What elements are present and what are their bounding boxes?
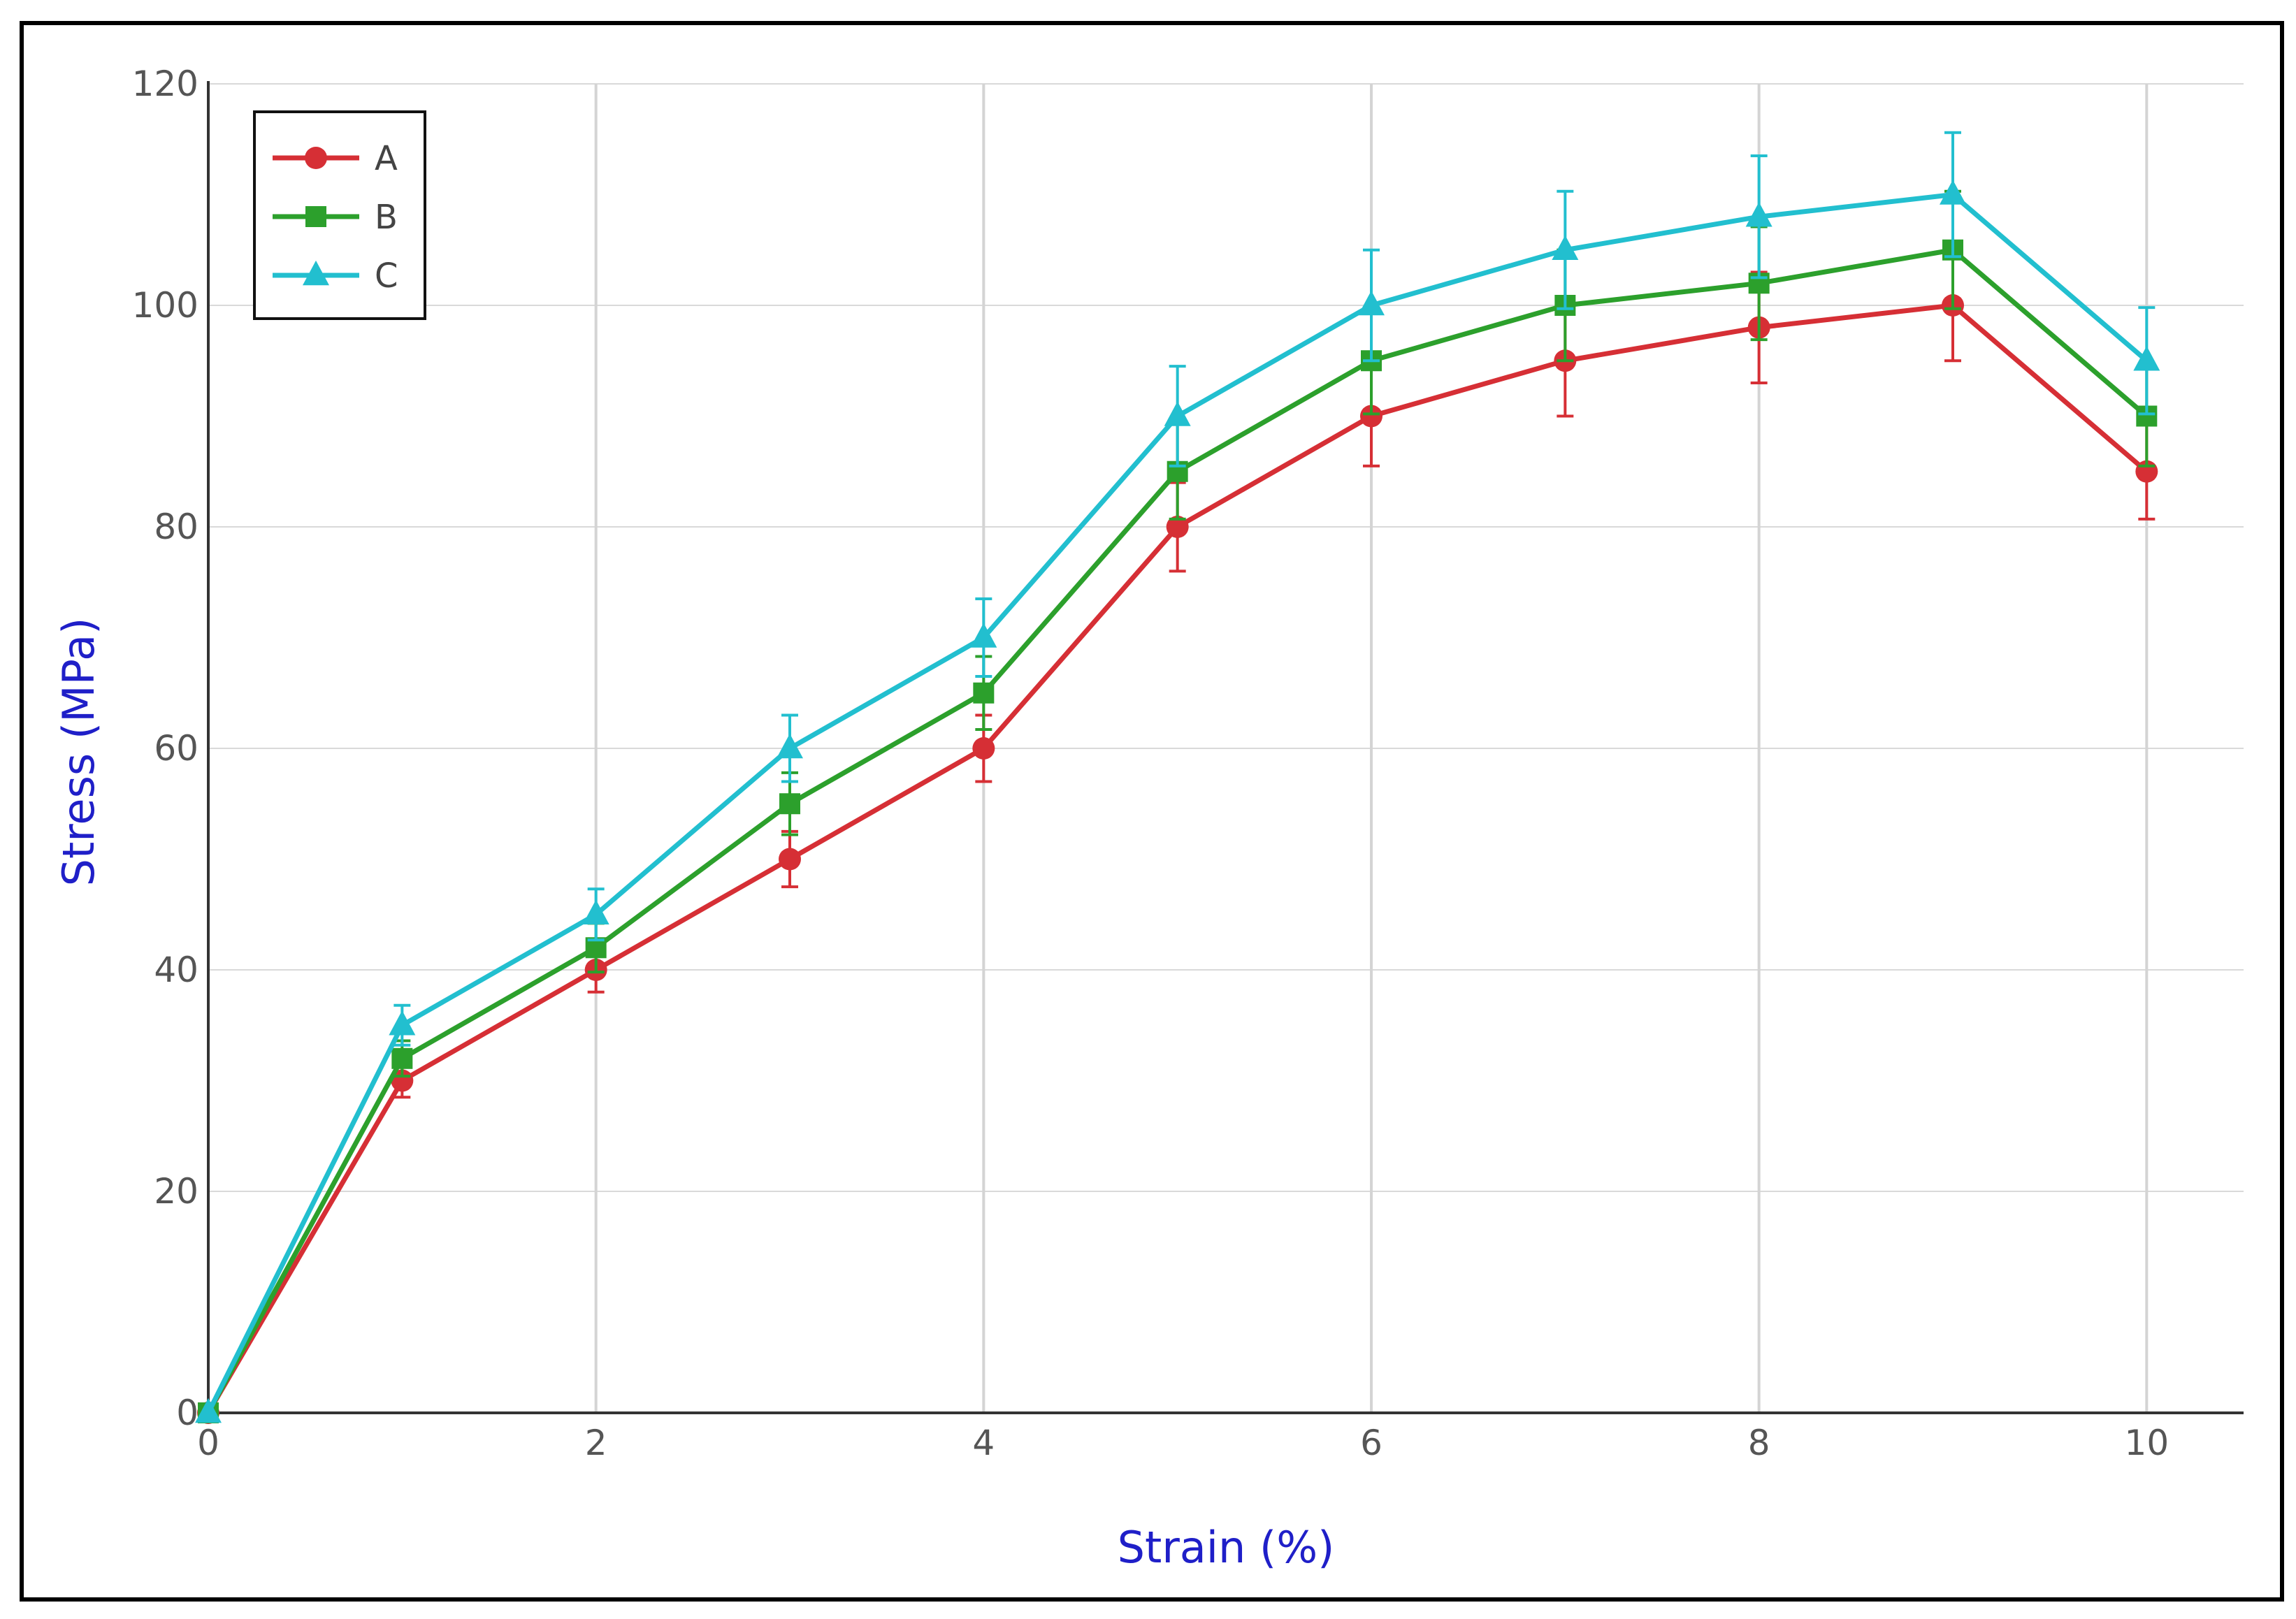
y-tick-label: 40 — [154, 950, 198, 990]
error-bars-C — [394, 131, 2156, 1047]
data-point — [970, 623, 997, 648]
legend-marker — [305, 206, 326, 227]
x-tick-label: 10 — [2125, 1423, 2169, 1463]
data-point — [1166, 516, 1189, 538]
data-point — [582, 899, 609, 925]
data-point — [972, 737, 995, 760]
data-point — [1164, 401, 1191, 426]
y-tick-label: 100 — [132, 285, 198, 326]
legend-item-A: A — [273, 139, 398, 178]
data-point — [389, 1010, 416, 1036]
data-point — [1360, 405, 1382, 428]
data-point — [1745, 202, 1772, 227]
legend-item-C: C — [273, 256, 398, 296]
y-axis-title: Stress (MPa) — [53, 618, 104, 887]
legend-marker — [303, 260, 329, 286]
data-point — [1940, 180, 1966, 205]
series-C — [195, 131, 2160, 1423]
grid — [208, 83, 2244, 1413]
legend: ABC — [253, 110, 426, 320]
data-point — [779, 793, 800, 815]
axes: 0 20 40 60 80 100 120 0 2 4 6 8 10 — [132, 64, 2244, 1463]
y-tick-label: 80 — [154, 507, 198, 547]
x-axis-title: Strain (%) — [1118, 1522, 1335, 1573]
y-tick-label: 120 — [132, 64, 198, 104]
legend-marker — [305, 147, 327, 169]
x-tick-label: 0 — [197, 1423, 219, 1463]
x-tick-label: 6 — [1360, 1423, 1382, 1463]
data-point — [1358, 290, 1385, 316]
series-layer — [195, 131, 2160, 1424]
y-tick-label: 0 — [176, 1393, 198, 1433]
line-chart: 0 20 40 60 80 100 120 0 2 4 6 8 10 ABC Strain (%) St… — [53, 64, 2244, 1573]
legend-label: B — [375, 198, 398, 237]
x-tick-label: 8 — [1748, 1423, 1770, 1463]
data-point — [777, 733, 803, 759]
legend-item-B: B — [273, 198, 398, 237]
data-point — [779, 848, 801, 871]
legend-label: A — [375, 139, 398, 178]
y-tick-label: 60 — [154, 728, 198, 769]
error-bars-B — [394, 189, 2156, 1078]
y-tick-label: 20 — [154, 1171, 198, 1212]
markers-C — [195, 180, 2160, 1423]
data-point — [1552, 235, 1579, 261]
x-tick-label: 4 — [972, 1423, 995, 1463]
data-point — [2133, 346, 2160, 371]
x-tick-label: 2 — [585, 1423, 607, 1463]
legend-label: C — [375, 256, 398, 296]
data-point — [195, 1397, 222, 1423]
data-point — [973, 682, 995, 704]
data-point — [391, 1047, 413, 1069]
